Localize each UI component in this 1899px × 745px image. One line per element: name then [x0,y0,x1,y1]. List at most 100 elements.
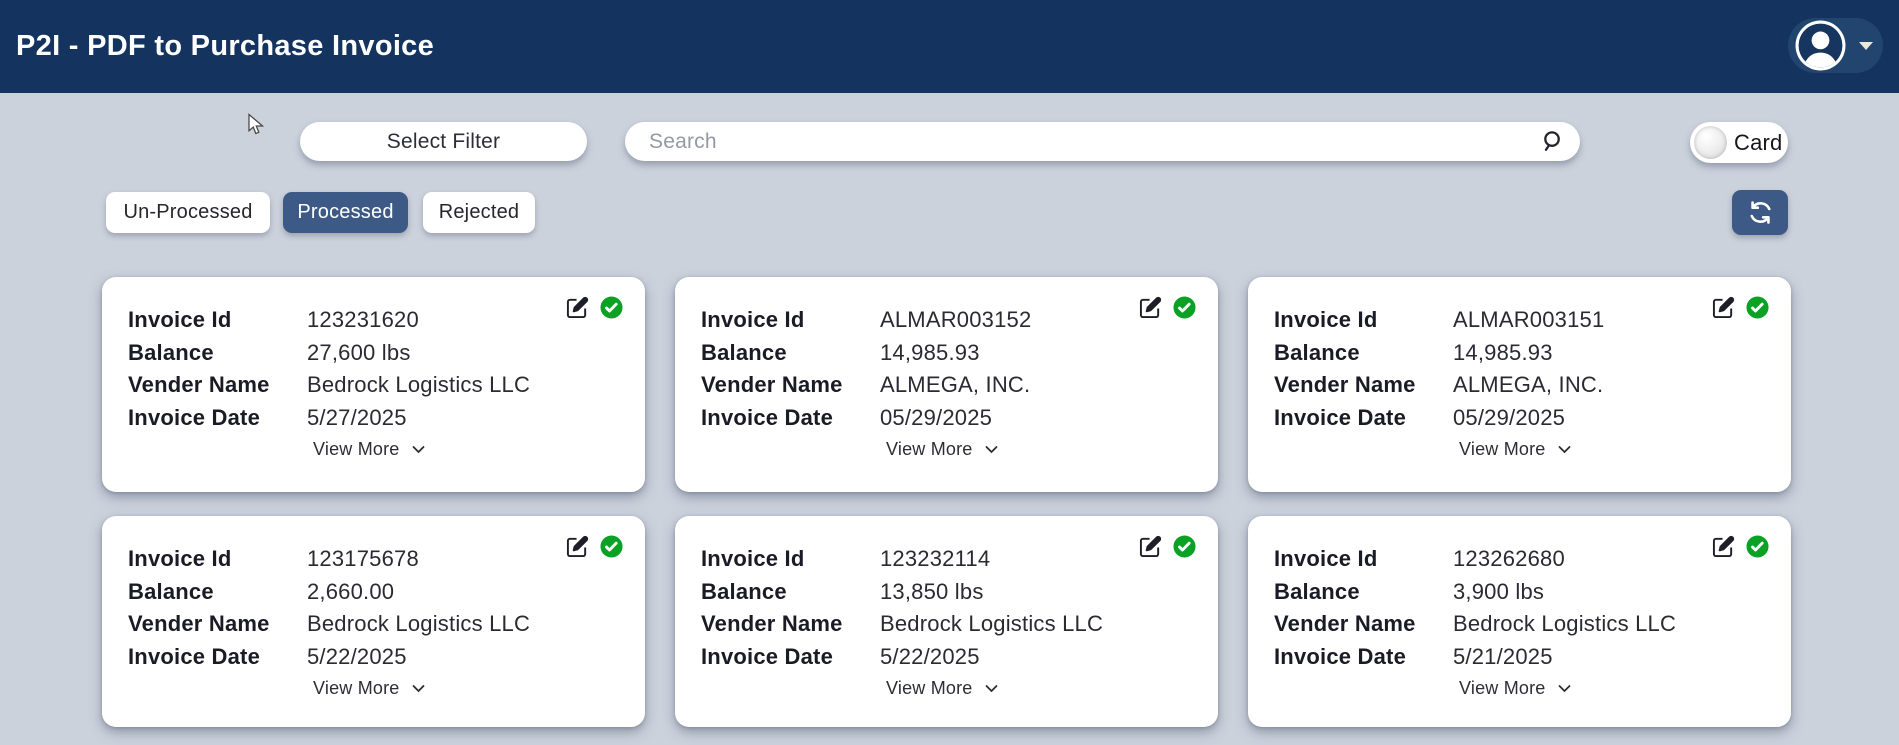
balance-label: Balance [701,578,787,604]
balance-label: Balance [1274,339,1360,365]
invoice-date-label: Invoice Date [701,404,834,430]
invoice-id-value: ALMAR003151 [1453,307,1605,332]
edit-icon [1139,296,1162,319]
invoice-id-value: 123175678 [307,546,419,571]
edit-icon [566,296,589,319]
invoice-card: Invoice Id 123232114 Balance 13,850 lbs Ve… [675,516,1218,727]
vender-name-label: Vender Name [701,372,843,397]
edit-invoice-button[interactable] [1712,296,1735,319]
view-more-button[interactable]: View More [1453,677,1577,700]
invoice-card: Invoice Id 123175678 Balance 2,660.00 Vend… [102,516,645,727]
select-filter-button[interactable]: Select Filter [300,122,587,161]
search-button[interactable] [1541,130,1580,153]
edit-invoice-button[interactable] [1139,535,1162,558]
vender-name-label: Vender Name [701,611,843,636]
invoice-id-label: Invoice Id [701,307,805,332]
edit-icon [1139,535,1162,558]
tab-rejected[interactable]: Rejected [423,192,535,233]
vender-name-value: Bedrock Logistics LLC [1453,611,1677,636]
view-more-label: View More [313,439,400,459]
tab-unprocessed[interactable]: Un-Processed [106,192,270,233]
chevron-down-icon [1558,446,1570,454]
view-more-button[interactable]: View More [1453,438,1577,461]
view-more-label: View More [886,678,973,698]
invoice-id-label: Invoice Id [701,546,805,571]
refresh-button[interactable] [1732,190,1788,235]
search-input[interactable] [625,122,1541,161]
processed-check-icon [1173,535,1196,558]
chevron-down-icon [412,685,424,693]
card-view-toggle[interactable]: Card [1690,122,1788,163]
page-title: P2I - PDF to Purchase Invoice [16,30,435,62]
balance-label: Balance [1274,578,1360,604]
vender-name-label: Vender Name [1274,372,1416,397]
invoice-id-label: Invoice Id [128,546,232,571]
edit-invoice-button[interactable] [1712,535,1735,558]
view-more-button[interactable]: View More [307,438,431,461]
invoice-date-label: Invoice Date [701,643,834,669]
invoice-date-value: 5/22/2025 [307,643,407,669]
invoice-card: Invoice Id 123262680 Balance 3,900 lbs Ven… [1248,516,1791,727]
invoice-id-value: ALMAR003152 [880,307,1032,332]
invoice-date-value: 5/21/2025 [1453,643,1553,669]
invoice-id-value: 123262680 [1453,546,1565,571]
chevron-down-icon [985,446,997,454]
edit-icon [566,535,589,558]
invoice-card: Invoice Id ALMAR003152 Balance 14,985.93 V… [675,277,1218,492]
invoice-id-label: Invoice Id [1274,307,1378,332]
invoice-date-label: Invoice Date [1274,404,1407,430]
vender-name-value: Bedrock Logistics LLC [307,611,531,636]
invoice-id-value: 123231620 [307,307,419,332]
balance-label: Balance [128,578,214,604]
search-icon [1541,130,1564,153]
edit-invoice-button[interactable] [1139,296,1162,319]
chevron-down-icon [1859,41,1873,50]
edit-icon [1712,535,1735,558]
invoice-date-value: 05/29/2025 [1453,404,1566,430]
balance-value: 14,985.93 [880,339,980,365]
balance-value: 2,660.00 [307,578,395,604]
chevron-down-icon [985,685,997,693]
view-more-label: View More [313,678,400,698]
processed-check-icon [1746,535,1769,558]
vender-name-value: ALMEGA, INC. [1453,372,1604,397]
vender-name-label: Vender Name [128,611,270,636]
edit-invoice-button[interactable] [566,296,589,319]
invoice-date-value: 5/27/2025 [307,404,407,430]
invoice-card-grid: Invoice Id 123231620 Balance 27,600 lbs Ve… [102,277,1792,745]
view-more-button[interactable]: View More [307,677,431,700]
toggle-knob[interactable] [1694,126,1727,159]
view-more-button[interactable]: View More [880,677,1004,700]
view-more-label: View More [886,439,973,459]
chevron-down-icon [1558,685,1570,693]
invoice-id-label: Invoice Id [1274,546,1378,571]
processed-check-icon [1746,296,1769,319]
vender-name-value: Bedrock Logistics LLC [880,611,1104,636]
view-more-label: View More [1459,678,1546,698]
tab-processed[interactable]: Processed [283,192,408,233]
vender-name-label: Vender Name [1274,611,1416,636]
refresh-icon [1747,200,1774,225]
invoice-card: Invoice Id ALMAR003151 Balance 14,985.93 V… [1248,277,1791,492]
invoice-date-label: Invoice Date [128,404,261,430]
processed-check-icon [600,535,623,558]
balance-value: 14,985.93 [1453,339,1553,365]
invoice-card: Invoice Id 123231620 Balance 27,600 lbs Ve… [102,277,645,492]
view-more-button[interactable]: View More [880,438,1004,461]
invoice-date-label: Invoice Date [1274,643,1407,669]
mouse-cursor [245,113,266,141]
balance-value: 3,900 lbs [1453,578,1545,604]
chevron-down-icon [412,446,424,454]
balance-label: Balance [701,339,787,365]
balance-label: Balance [128,339,214,365]
invoice-date-value: 5/22/2025 [880,643,980,669]
user-avatar-icon [1795,20,1846,71]
vender-name-value: ALMEGA, INC. [880,372,1031,397]
edit-invoice-button[interactable] [566,535,589,558]
edit-icon [1712,296,1735,319]
vender-name-label: Vender Name [128,372,270,397]
balance-value: 13,850 lbs [880,578,984,604]
processed-check-icon [1173,296,1196,319]
user-menu-button[interactable] [1788,18,1883,73]
